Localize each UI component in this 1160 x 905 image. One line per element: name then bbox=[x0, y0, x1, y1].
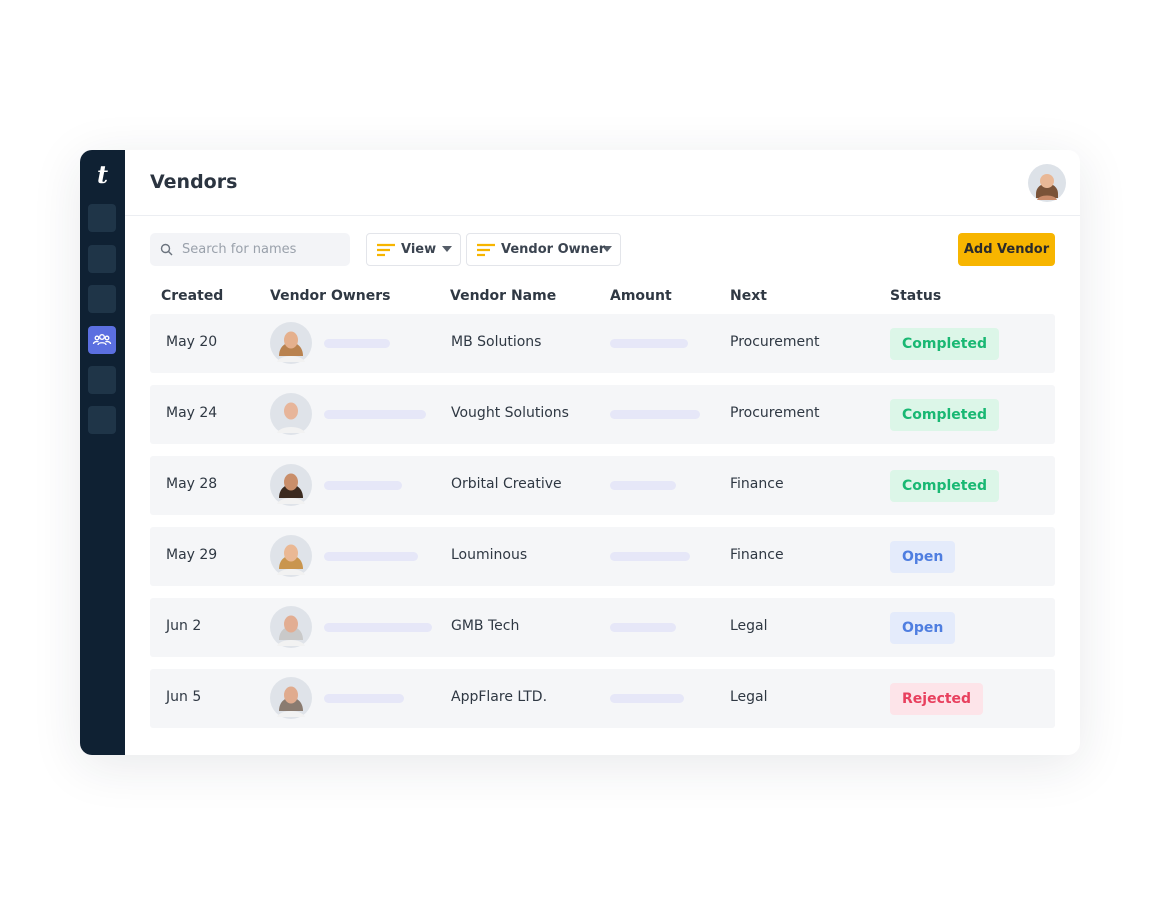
logo: t bbox=[96, 160, 109, 189]
vendor-name: GMB Tech bbox=[451, 618, 520, 634]
search-icon bbox=[160, 243, 173, 256]
filter-label: Vendor Owner bbox=[501, 242, 606, 257]
vendor-name: Orbital Creative bbox=[451, 476, 562, 492]
created-date: May 29 bbox=[166, 547, 218, 563]
page-title: Vendors bbox=[150, 171, 238, 193]
next-step: Finance bbox=[730, 476, 784, 492]
owner-placeholder bbox=[324, 410, 426, 419]
add-vendor-button[interactable]: Add Vendor bbox=[958, 233, 1055, 266]
caret bbox=[602, 246, 612, 252]
owner-placeholder bbox=[324, 481, 402, 490]
nav-item[interactable] bbox=[88, 366, 116, 394]
status-badge: Open bbox=[890, 612, 956, 644]
search-placeholder: Search for names bbox=[182, 242, 297, 257]
caret bbox=[442, 246, 452, 252]
nav-item[interactable] bbox=[88, 406, 116, 434]
owner-placeholder bbox=[324, 552, 418, 561]
table-row[interactable]: May 28 Orbital Creative Finance Completed bbox=[150, 456, 1055, 515]
nav-item[interactable] bbox=[88, 245, 116, 273]
next-step: Finance bbox=[730, 547, 784, 563]
status-badge: Rejected bbox=[890, 683, 984, 715]
next-step: Procurement bbox=[730, 405, 820, 421]
owner-avatar bbox=[270, 535, 312, 577]
vendor-name: AppFlare LTD. bbox=[451, 689, 548, 705]
next-step: Procurement bbox=[730, 334, 820, 350]
filter-icon bbox=[477, 243, 495, 257]
owner-avatar bbox=[270, 606, 312, 648]
table-row[interactable]: May 20 MB Solutions Procurement Completed bbox=[150, 314, 1055, 373]
vendor-name: Vought Solutions bbox=[451, 405, 569, 421]
table-row[interactable]: Jun 2 GMB Tech Legal Open bbox=[150, 598, 1055, 657]
owner-placeholder bbox=[324, 339, 390, 348]
created-date: Jun 2 bbox=[166, 618, 202, 634]
vendor-name: Louminous bbox=[451, 547, 528, 563]
filter-icon bbox=[377, 243, 395, 257]
column-header: Vendor Owners bbox=[270, 288, 391, 304]
owner-avatar bbox=[270, 464, 312, 506]
nav-item[interactable] bbox=[88, 204, 116, 232]
created-date: May 20 bbox=[166, 334, 218, 350]
status-badge: Completed bbox=[890, 399, 1000, 431]
table-row[interactable]: Jun 5 AppFlare LTD. Legal Rejected bbox=[150, 669, 1055, 728]
owner-avatar bbox=[270, 677, 312, 719]
table-row[interactable]: May 29 Louminous Finance Open bbox=[150, 527, 1055, 586]
amount-placeholder bbox=[610, 339, 688, 348]
nav-item-active[interactable] bbox=[88, 326, 116, 354]
column-header: Created bbox=[161, 288, 224, 304]
owner-placeholder bbox=[324, 694, 404, 703]
divider bbox=[125, 215, 1080, 216]
vendor-name: MB Solutions bbox=[451, 334, 542, 350]
amount-placeholder bbox=[610, 623, 676, 632]
amount-placeholder bbox=[610, 694, 684, 703]
filter-dropdown[interactable]: View bbox=[366, 233, 461, 266]
created-date: May 28 bbox=[166, 476, 218, 492]
amount-placeholder bbox=[610, 481, 676, 490]
column-header: Amount bbox=[610, 288, 672, 304]
amount-placeholder bbox=[610, 410, 700, 419]
owner-avatar bbox=[270, 322, 312, 364]
filter-dropdown[interactable]: Vendor Owner bbox=[466, 233, 621, 266]
app-window: t Vendors Search for names Add Vendor Vi… bbox=[80, 150, 1080, 755]
next-step: Legal bbox=[730, 618, 768, 634]
column-header: Next bbox=[730, 288, 767, 304]
owner-placeholder bbox=[324, 623, 432, 632]
created-date: Jun 5 bbox=[166, 689, 202, 705]
column-header: Vendor Name bbox=[450, 288, 557, 304]
column-header: Status bbox=[890, 288, 942, 304]
table-row[interactable]: May 24 Vought Solutions Procurement Complet… bbox=[150, 385, 1055, 444]
amount-placeholder bbox=[610, 552, 690, 561]
sidebar: t bbox=[80, 150, 125, 755]
people-icon bbox=[92, 334, 112, 346]
search-input[interactable]: Search for names bbox=[150, 233, 350, 266]
owner-avatar bbox=[270, 393, 312, 435]
created-date: May 24 bbox=[166, 405, 218, 421]
nav-item[interactable] bbox=[88, 285, 116, 313]
status-badge: Completed bbox=[890, 470, 1000, 502]
status-badge: Completed bbox=[890, 328, 1000, 360]
next-step: Legal bbox=[730, 689, 768, 705]
user-avatar[interactable] bbox=[1028, 164, 1066, 202]
filter-label: View bbox=[401, 242, 437, 257]
status-badge: Open bbox=[890, 541, 956, 573]
